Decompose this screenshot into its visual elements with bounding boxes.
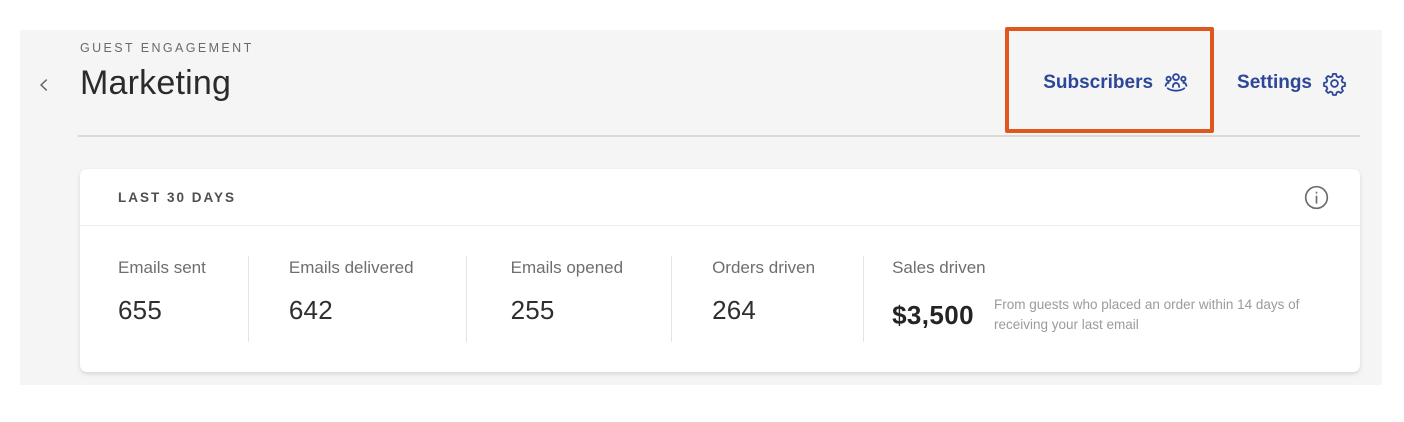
- page-title: Marketing: [80, 64, 232, 102]
- breadcrumb-eyebrow: GUEST ENGAGEMENT: [80, 41, 254, 55]
- sales-value-row: $3,500 From guests who placed an order w…: [892, 295, 1346, 336]
- stat-label: Emails opened: [510, 258, 624, 277]
- stat-emails-delivered: Emails delivered 642: [249, 256, 467, 342]
- summary-card-header: LAST 30 DAYS: [80, 169, 1360, 226]
- stat-sales-driven: Sales driven $3,500 From guests who plac…: [864, 256, 1346, 342]
- stat-orders-driven: Orders driven 264: [672, 256, 865, 342]
- stat-value: 655: [118, 295, 162, 325]
- header-actions: Subscribers Settings: [1043, 70, 1347, 96]
- stat-value: 255: [510, 295, 555, 325]
- info-button[interactable]: [1302, 183, 1330, 211]
- stat-value: $3,500: [892, 299, 974, 330]
- summary-card: LAST 30 DAYS Emails sent 655 Emails deli…: [80, 169, 1360, 372]
- subscribers-label: Subscribers: [1043, 72, 1154, 93]
- card-title: LAST 30 DAYS: [118, 189, 237, 205]
- sales-driven-note: From guests who placed an order within 1…: [994, 297, 1300, 333]
- back-button[interactable]: [30, 71, 58, 99]
- stat-label: Emails delivered: [288, 258, 414, 277]
- header-divider: [78, 135, 1360, 137]
- marketing-page-panel: GUEST ENGAGEMENT Marketing Subscribers S…: [20, 30, 1382, 385]
- info-icon: [1304, 185, 1328, 209]
- stat-label: Emails sent: [118, 258, 206, 277]
- chevron-left-icon: [40, 79, 48, 91]
- gear-icon: [1323, 72, 1346, 96]
- people-group-icon: [1164, 73, 1188, 92]
- stats-row: Emails sent 655 Emails delivered 642 Ema…: [80, 256, 1360, 342]
- stat-value: 264: [712, 295, 757, 325]
- subscribers-button[interactable]: Subscribers: [1043, 70, 1189, 96]
- settings-button[interactable]: Settings: [1237, 71, 1347, 96]
- stat-emails-sent: Emails sent 655: [80, 256, 249, 342]
- stat-value: 642: [288, 295, 333, 325]
- title-block: GUEST ENGAGEMENT Marketing: [80, 41, 254, 103]
- stat-label: Orders driven: [712, 258, 816, 277]
- stat-emails-opened: Emails opened 255: [467, 256, 673, 342]
- settings-label: Settings: [1237, 72, 1312, 93]
- stat-label: Sales driven: [892, 258, 986, 277]
